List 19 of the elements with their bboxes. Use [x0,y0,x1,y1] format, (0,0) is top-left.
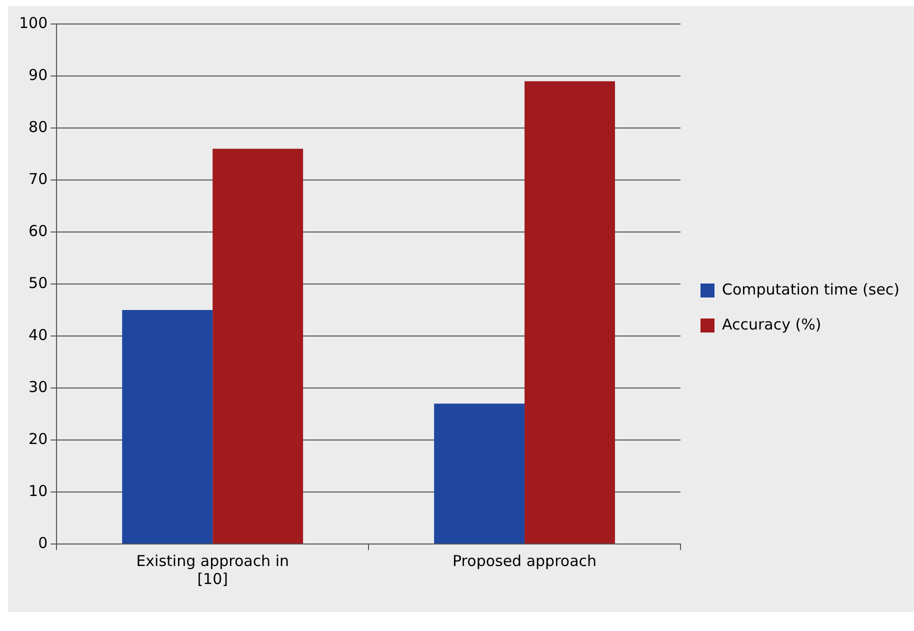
y-tick-label: 70 [28,170,48,188]
bar [434,404,525,544]
legend-label: Computation time (sec) [722,280,900,298]
x-tick-label: Existing approach in [10] [136,552,290,588]
bar [122,310,213,544]
y-tick-label: 60 [28,222,48,240]
y-tick-label: 20 [28,430,48,448]
x-tick-label: Proposed approach [452,552,597,570]
y-tick-label: 80 [28,118,48,136]
y-tick-label: 100 [18,14,48,32]
y-tick-label: 10 [28,482,48,500]
y-tick-label: 0 [38,534,48,552]
bar [212,148,304,544]
y-tick-label: 30 [28,378,48,396]
y-tick-label: 40 [28,326,48,344]
y-tick-label: 90 [28,66,48,84]
y-tick-label: 50 [28,274,48,292]
bar [524,81,615,544]
legend-label: Accuracy (%) [722,315,822,334]
